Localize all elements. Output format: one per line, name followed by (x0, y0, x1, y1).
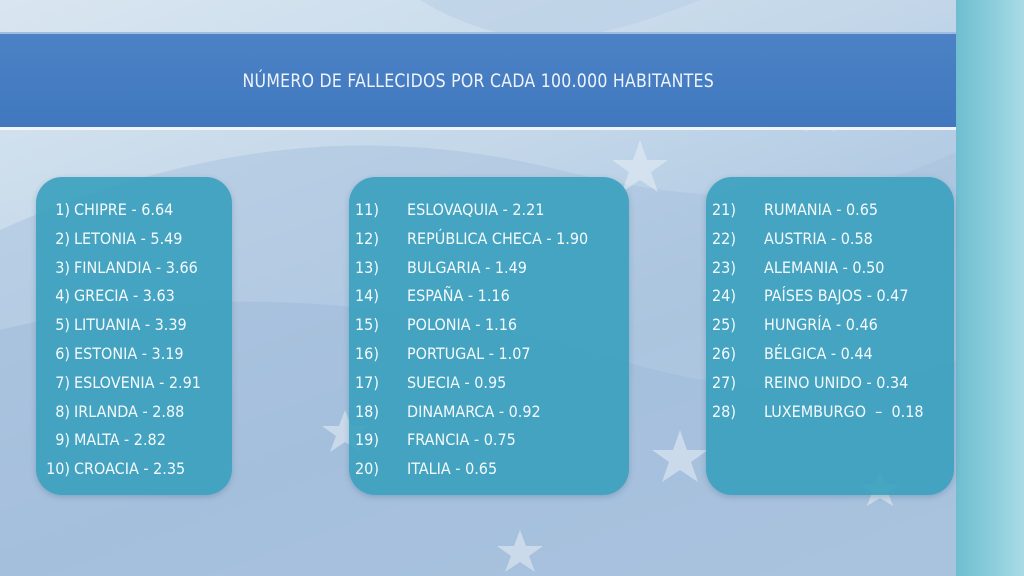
country-value: ESLOVAQUIA - 2.21 (407, 200, 545, 219)
list-item: 26) BÉLGICA - 0.44 (712, 340, 924, 369)
ranking-panel-2: 11) ESLOVAQUIA - 2.21 12) REPÚBLICA CHECA … (349, 177, 629, 495)
list-item: 5) LITUANIA - 3.39 (46, 311, 201, 340)
country-value: AUSTRIA - 0.58 (764, 228, 873, 248)
list-item: 9) MALTA - 2.82 (46, 426, 201, 455)
ranking-list: 11) ESLOVAQUIA - 2.21 12) REPÚBLICA CHECA … (355, 196, 588, 484)
list-item: 17) SUECIA - 0.95 (355, 369, 588, 398)
ranking-list: 1) CHIPRE - 6.64 2) LETONIA - 5.49 3) FINLA… (46, 196, 201, 484)
ranking-panel-3: 21) RUMANIA - 0.65 22) AUSTRIA - 0.58 23) A… (706, 177, 954, 495)
rank-number: 21) (712, 200, 736, 219)
country-value: POLONIA - 1.16 (407, 315, 518, 335)
country-value: IRLANDA - 2.88 (74, 401, 185, 421)
country-value: DINAMARCA - 0.92 (407, 401, 541, 421)
list-item: 11) ESLOVAQUIA - 2.21 (355, 196, 588, 225)
rank-number: 24) (712, 286, 736, 306)
rank-number: 12) (355, 228, 379, 248)
rank-number: 17) (355, 372, 379, 392)
list-item: 3) FINLANDIA - 3.66 (46, 254, 201, 283)
list-item: 2) LETONIA - 5.49 (46, 225, 201, 254)
rank-number: 6) (55, 343, 70, 363)
country-value: LETONIA - 5.49 (74, 228, 183, 248)
list-item: 23) ALEMANIA - 0.50 (712, 254, 924, 283)
list-item: 15) POLONIA - 1.16 (355, 311, 588, 340)
country-value: FINLANDIA - 3.66 (74, 257, 198, 277)
country-value: BULGARIA - 1.49 (407, 257, 527, 277)
list-item: 13) BULGARIA - 1.49 (355, 254, 588, 283)
country-value: FRANCIA - 0.75 (407, 430, 516, 450)
list-item: 8) IRLANDA - 2.88 (46, 398, 201, 427)
rank-number: 11) (355, 200, 379, 219)
list-item: 24) PAÍSES BAJOS - 0.47 (712, 282, 924, 311)
list-item: 21) RUMANIA - 0.65 (712, 196, 924, 225)
country-value: CHIPRE - 6.64 (74, 200, 174, 219)
rank-number: 26) (712, 343, 736, 363)
rank-number: 8) (55, 401, 70, 421)
rank-number: 25) (712, 315, 736, 335)
rank-number: 27) (712, 372, 736, 392)
page-title: NÚMERO DE FALLECIDOS POR CADA 100.000 HA… (242, 69, 714, 92)
list-item: 1) CHIPRE - 6.64 (46, 196, 201, 225)
rank-number: 16) (355, 343, 379, 363)
star-icon (652, 430, 708, 482)
country-value: ALEMANIA - 0.50 (764, 257, 885, 277)
country-value: ITALIA - 0.65 (407, 459, 498, 479)
rank-number: 23) (712, 257, 736, 277)
list-item: 10) CROACIA - 2.35 (46, 455, 201, 484)
rank-number: 14) (355, 286, 379, 306)
rank-number: 15) (355, 315, 379, 335)
country-value: LITUANIA - 3.39 (74, 315, 187, 335)
rank-number: 13) (355, 257, 379, 277)
ranking-panel-1: 1) CHIPRE - 6.64 2) LETONIA - 5.49 3) FINLA… (36, 177, 232, 495)
right-decorative-strip (956, 0, 1024, 576)
rank-number: 1) (55, 200, 70, 219)
list-item: 28) LUXEMBURGO – 0.18 (712, 398, 924, 427)
list-item: 4) GRECIA - 3.63 (46, 282, 201, 311)
country-value: HUNGRÍA - 0.46 (764, 315, 878, 335)
country-value: ESTONIA - 3.19 (74, 343, 184, 363)
rank-number: 28) (712, 401, 736, 421)
list-item: 18) DINAMARCA - 0.92 (355, 398, 588, 427)
rank-number: 22) (712, 228, 736, 248)
country-value: MALTA - 2.82 (74, 430, 166, 450)
rank-number: 20) (355, 459, 379, 479)
rank-number: 19) (355, 430, 379, 450)
country-value: LUXEMBURGO – 0.18 (764, 401, 924, 421)
country-value: PORTUGAL - 1.07 (407, 343, 531, 363)
country-value: PAÍSES BAJOS - 0.47 (764, 286, 909, 306)
list-item: 12) REPÚBLICA CHECA - 1.90 (355, 225, 588, 254)
list-item: 14) ESPAÑA - 1.16 (355, 282, 588, 311)
rank-number: 7) (55, 372, 70, 392)
country-value: REPÚBLICA CHECA - 1.90 (407, 228, 589, 248)
country-value: SUECIA - 0.95 (407, 372, 507, 392)
list-item: 25) HUNGRÍA - 0.46 (712, 311, 924, 340)
country-value: ESPAÑA - 1.16 (407, 286, 510, 306)
list-item: 19) FRANCIA - 0.75 (355, 426, 588, 455)
rank-number: 18) (355, 401, 379, 421)
list-item: 27) REINO UNIDO - 0.34 (712, 369, 924, 398)
list-item: 22) AUSTRIA - 0.58 (712, 225, 924, 254)
country-value: REINO UNIDO - 0.34 (764, 372, 909, 392)
star-icon (497, 530, 543, 572)
country-value: CROACIA - 2.35 (74, 459, 186, 479)
rank-number: 2) (55, 228, 70, 248)
country-value: GRECIA - 3.63 (74, 286, 175, 306)
ranking-list: 21) RUMANIA - 0.65 22) AUSTRIA - 0.58 23) A… (712, 196, 924, 426)
list-item: 6) ESTONIA - 3.19 (46, 340, 201, 369)
country-value: ESLOVENIA - 2.91 (74, 372, 201, 392)
list-item: 20) ITALIA - 0.65 (355, 455, 588, 484)
rank-number: 3) (55, 257, 70, 277)
country-value: BÉLGICA - 0.44 (764, 343, 873, 363)
list-item: 7) ESLOVENIA - 2.91 (46, 369, 201, 398)
country-value: RUMANIA - 0.65 (764, 200, 879, 219)
rank-number: 5) (55, 315, 70, 335)
rank-number: 10) (46, 459, 70, 479)
title-bar: NÚMERO DE FALLECIDOS POR CADA 100.000 HA… (0, 32, 956, 130)
rank-number: 9) (55, 430, 70, 450)
rank-number: 4) (55, 286, 70, 306)
list-item: 16) PORTUGAL - 1.07 (355, 340, 588, 369)
